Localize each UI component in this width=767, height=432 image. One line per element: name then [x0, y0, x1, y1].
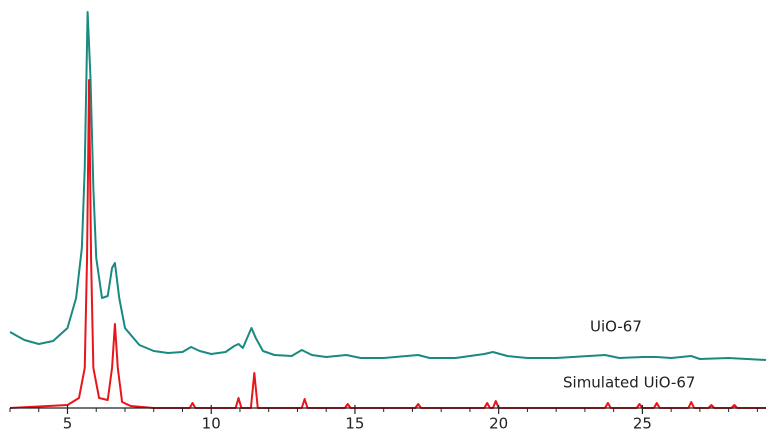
series-label: Simulated UiO-67 [563, 374, 695, 392]
x-tick-label: 20 [489, 415, 508, 432]
series-label: UiO-67 [590, 318, 642, 336]
x-tick-label: 15 [345, 415, 364, 432]
series-line [9, 11, 767, 361]
x-tick-label: 25 [633, 415, 652, 432]
x-tick-label: 10 [202, 415, 221, 432]
x-tick-label: 5 [63, 415, 73, 432]
series-line [9, 79, 766, 409]
